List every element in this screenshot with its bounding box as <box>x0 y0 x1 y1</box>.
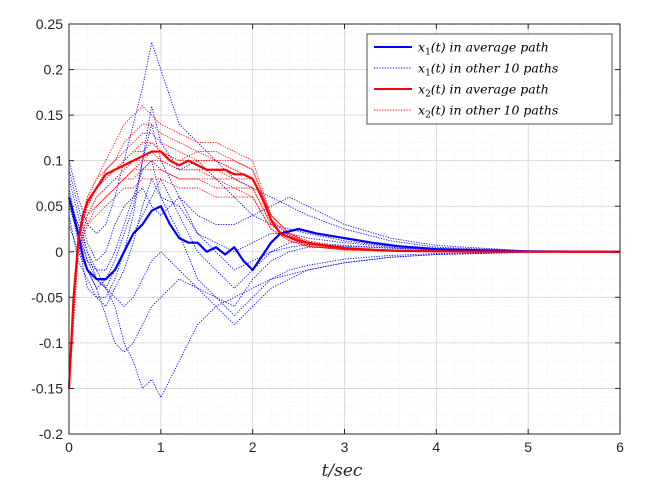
y-tick-label: 0.1 <box>44 153 64 169</box>
x2-other-path-10 <box>68 160 620 389</box>
y-tick-label: -0.1 <box>39 335 63 351</box>
x2-other-path-8 <box>68 178 620 389</box>
y-tick-label: 0.25 <box>36 16 63 32</box>
x-tick-label: 4 <box>432 439 440 455</box>
x1-average-path <box>67 196 621 281</box>
legend-label: x1(t) in other 10 paths <box>418 61 558 79</box>
x1-other-path-3 <box>68 105 621 289</box>
x2-average-path <box>67 150 620 389</box>
legend-box <box>366 33 613 125</box>
plot-area <box>67 40 621 399</box>
y-tick-label: 0.2 <box>44 62 64 78</box>
x-tick-label: 3 <box>341 439 349 455</box>
x1-other-path-2 <box>68 178 621 399</box>
x-tick-label: 6 <box>616 439 624 455</box>
x2-other-path-7 <box>68 123 620 389</box>
x1-other-path-9 <box>68 159 621 271</box>
y-tick-label: 0.15 <box>36 107 63 123</box>
x1-other-path-8 <box>68 169 621 262</box>
x1-other-path-7 <box>68 224 621 353</box>
y-tick-label: -0.15 <box>31 380 63 396</box>
y-tick-label: 0.05 <box>36 198 63 214</box>
y-tick-label: 0 <box>55 244 63 260</box>
x-tick-label: 5 <box>524 439 532 455</box>
tick-labels: 0 1 2 3 4 5 6 -0.2 -0.15 -0.1 -0.05 0 0.05 0.1 0.15 0.2… <box>31 16 624 455</box>
x-tick-label: 1 <box>157 439 165 455</box>
x2-other-path-1 <box>68 105 620 389</box>
y-tick-label: -0.05 <box>31 289 63 305</box>
x1-other-path-4 <box>68 124 621 289</box>
axes <box>68 23 621 435</box>
x-tick-label: 2 <box>249 439 257 455</box>
x-axis-label: t/sec <box>322 461 363 481</box>
x1-other-path-1 <box>68 40 621 253</box>
x1-other-path-5 <box>68 177 621 317</box>
legend-label: x2(t) in other 10 paths <box>418 103 558 121</box>
x2-other-path-3 <box>68 132 620 389</box>
legend-label: x2(t) in average path <box>418 82 549 100</box>
y-tick-label: -0.2 <box>39 426 63 442</box>
legend: x1(t) in average path x1(t) in other 10 p… <box>366 33 613 125</box>
x-tick-label: 0 <box>65 439 73 455</box>
legend-label: x1(t) in average path <box>418 40 549 58</box>
